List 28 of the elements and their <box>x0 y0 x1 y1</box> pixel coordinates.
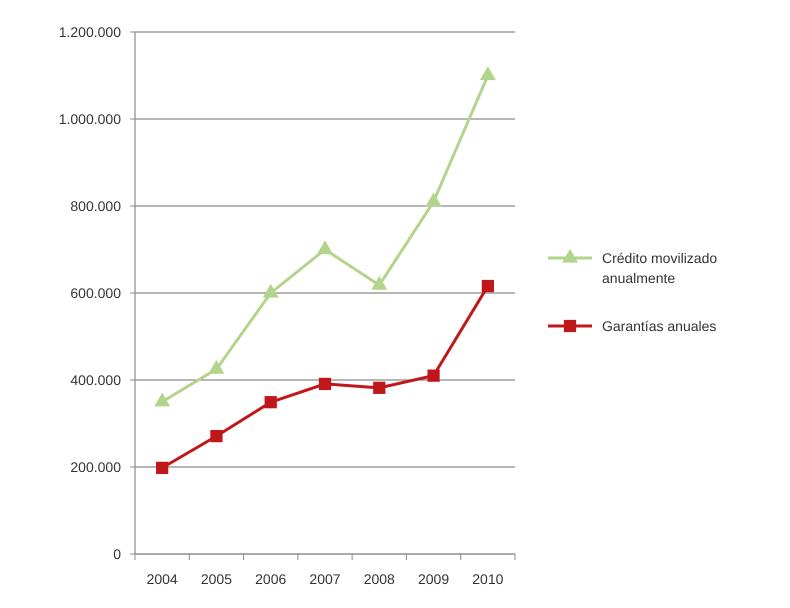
x-tick-label: 2010 <box>472 571 504 587</box>
point <box>156 462 168 474</box>
point <box>482 280 494 292</box>
point <box>264 396 277 408</box>
y-tick-label: 600.000 <box>70 284 122 301</box>
point <box>480 66 496 80</box>
y-tick-label: 400.000 <box>70 372 122 388</box>
point <box>318 378 332 390</box>
legend-label: Crédito movilizado anualmente <box>602 250 718 286</box>
legend-label: Garantías anuales <box>602 318 716 334</box>
x-tick-label: 2005 <box>200 571 232 587</box>
x-tick-label: 2006 <box>255 571 286 587</box>
y-tick-label: 1.200.000 <box>58 24 122 40</box>
y-tick-label: 0 <box>113 546 122 562</box>
x-tick-label: 2004 <box>146 571 178 587</box>
x-tick-label: 2008 <box>364 571 396 587</box>
point <box>373 382 386 394</box>
point <box>262 284 279 298</box>
y-tick-label: 1.000.000 <box>58 110 122 127</box>
point <box>371 276 388 290</box>
point <box>426 192 442 206</box>
point <box>317 240 333 254</box>
y-tick-label: 800.000 <box>70 198 122 214</box>
point <box>210 430 223 442</box>
x-tick-label: 2009 <box>418 571 450 587</box>
point <box>427 370 440 382</box>
x-tick-label: 2007 <box>309 571 341 587</box>
y-tick-label: 200.000 <box>70 458 122 475</box>
